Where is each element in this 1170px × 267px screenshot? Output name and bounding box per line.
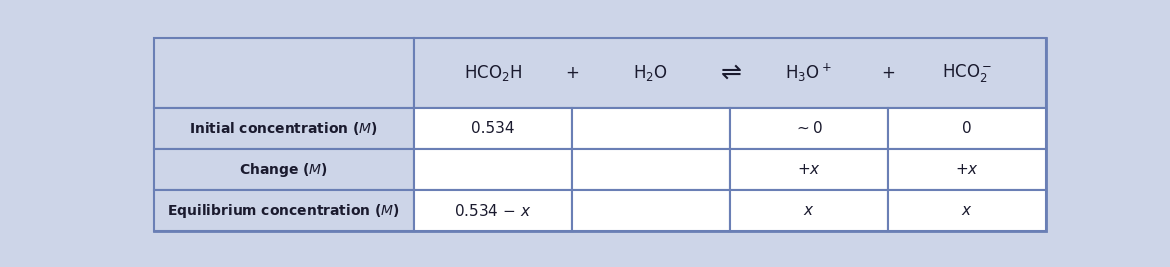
Bar (888, 149, 1046, 190)
Text: 0: 0 (962, 121, 971, 136)
Bar (572, 108, 730, 149)
Text: 0.534: 0.534 (472, 121, 515, 136)
Bar (414, 149, 572, 190)
Text: HCO$_2^-$: HCO$_2^-$ (942, 62, 992, 84)
Bar (730, 190, 888, 231)
Text: +: + (881, 64, 895, 82)
Bar (414, 38, 1046, 108)
Bar (153, 190, 414, 231)
Text: $x$: $x$ (803, 203, 814, 218)
Bar (153, 149, 414, 190)
Text: +: + (565, 64, 579, 82)
Text: $\sim$0: $\sim$0 (794, 120, 824, 136)
Text: $\rightleftharpoons$: $\rightleftharpoons$ (716, 61, 743, 85)
Text: H$_2$O: H$_2$O (633, 63, 668, 83)
Bar (153, 38, 414, 108)
Bar (153, 108, 414, 149)
Text: HCO$_2$H: HCO$_2$H (463, 63, 522, 83)
Bar (572, 149, 730, 190)
Text: 0.534 $-$ $x$: 0.534 $-$ $x$ (454, 203, 531, 219)
Text: H$_3$O$^+$: H$_3$O$^+$ (785, 62, 832, 84)
Bar (414, 190, 572, 231)
Text: +$x$: +$x$ (797, 162, 820, 177)
Text: $x$: $x$ (961, 203, 972, 218)
Bar (888, 108, 1046, 149)
Bar (888, 190, 1046, 231)
Bar (414, 108, 572, 149)
Text: $\mathbf{Equilibrium\ concentration\ (}$$\mathit{M}$$\mathbf{)}$: $\mathbf{Equilibrium\ concentration\ (}$… (167, 202, 400, 220)
Text: $\mathbf{Initial\ concentration\ (}$$\mathit{M}$$\mathbf{)}$: $\mathbf{Initial\ concentration\ (}$$\ma… (190, 120, 378, 137)
Bar (572, 190, 730, 231)
Bar (730, 149, 888, 190)
Text: +$x$: +$x$ (955, 162, 979, 177)
Text: $\mathbf{Change\ (}$$\mathit{M}$$\mathbf{)}$: $\mathbf{Change\ (}$$\mathit{M}$$\mathbf… (240, 161, 328, 179)
Bar (730, 108, 888, 149)
